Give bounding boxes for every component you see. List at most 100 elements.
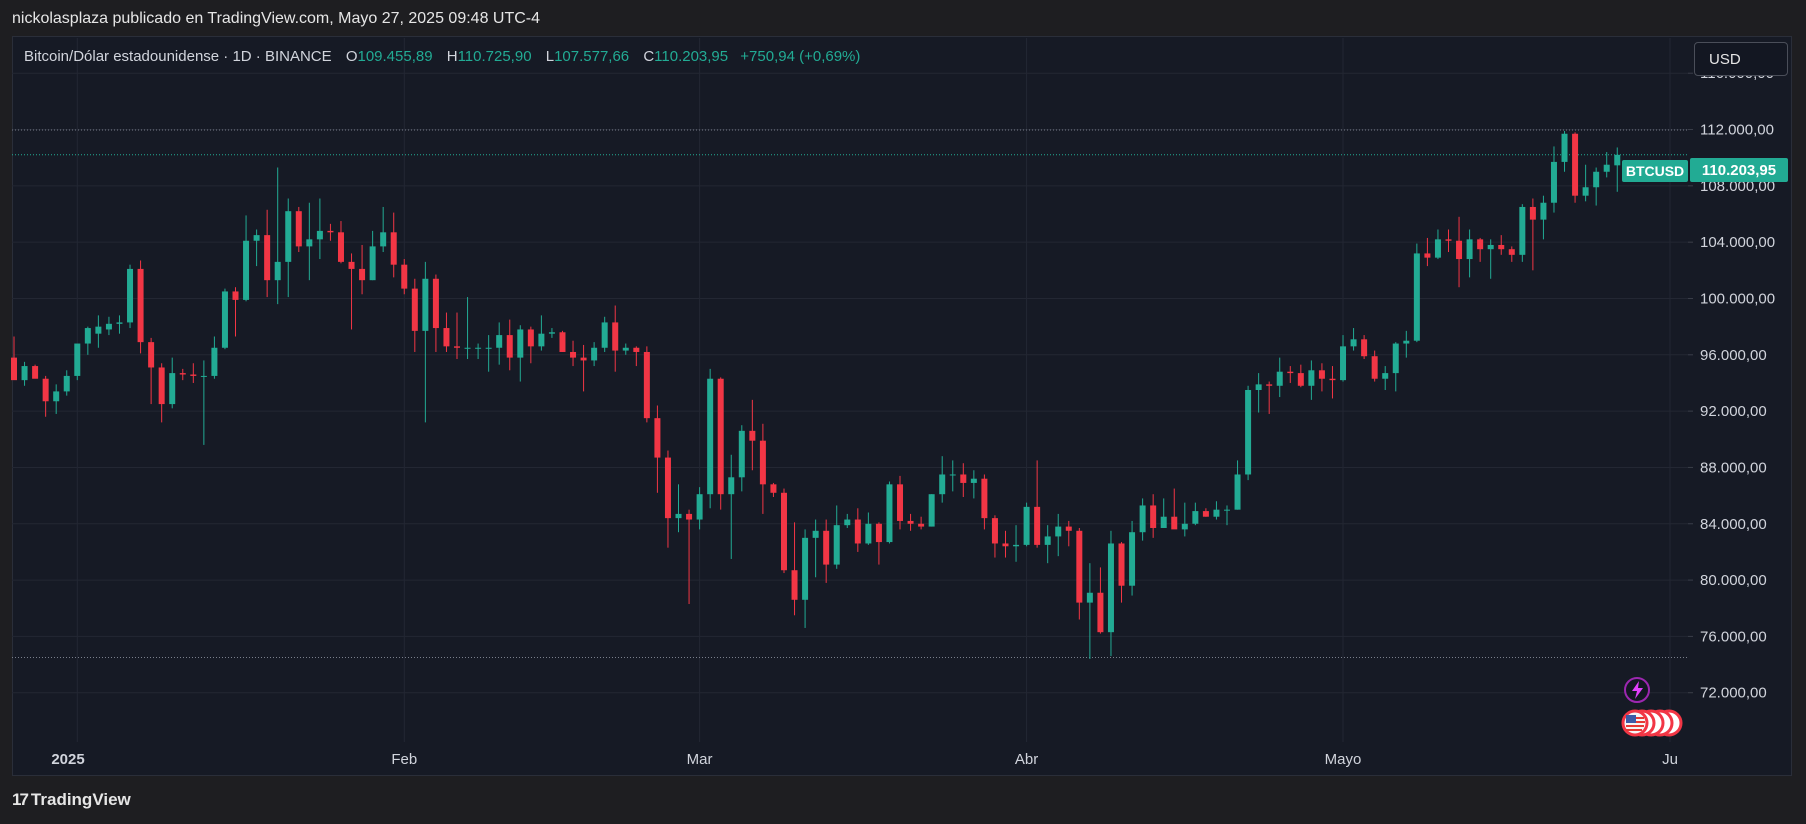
chart-panel[interactable]: [12, 36, 1792, 776]
candle[interactable]: [1097, 567, 1104, 634]
tradingview-footer[interactable]: 17 TradingView: [12, 790, 131, 810]
candle[interactable]: [1603, 152, 1610, 178]
candle[interactable]: [1150, 494, 1157, 538]
candle[interactable]: [981, 474, 988, 530]
candle[interactable]: [823, 519, 830, 583]
candle[interactable]: [422, 261, 429, 423]
candle[interactable]: [1107, 530, 1114, 657]
candle[interactable]: [970, 470, 977, 499]
candle[interactable]: [854, 508, 861, 552]
candle[interactable]: [32, 364, 39, 379]
candle[interactable]: [749, 399, 756, 471]
candle[interactable]: [1498, 235, 1505, 255]
candle[interactable]: [1308, 360, 1315, 400]
candle[interactable]: [380, 206, 387, 253]
candle[interactable]: [570, 340, 577, 367]
candle[interactable]: [1487, 239, 1494, 279]
candle[interactable]: [580, 344, 587, 392]
candle[interactable]: [1213, 501, 1220, 520]
candle[interactable]: [1572, 132, 1579, 203]
candle[interactable]: [1055, 513, 1062, 557]
candle[interactable]: [1519, 204, 1526, 262]
candle[interactable]: [21, 361, 28, 386]
candle[interactable]: [591, 342, 598, 367]
candle[interactable]: [253, 229, 260, 267]
candle[interactable]: [158, 363, 165, 423]
candle[interactable]: [1434, 229, 1441, 260]
candle[interactable]: [1593, 167, 1600, 206]
candle[interactable]: [506, 319, 513, 371]
candle[interactable]: [633, 346, 640, 367]
candle[interactable]: [1424, 237, 1431, 267]
candle[interactable]: [232, 287, 239, 337]
candle[interactable]: [1266, 381, 1273, 414]
candle[interactable]: [886, 481, 893, 544]
candle[interactable]: [949, 460, 956, 492]
candle[interactable]: [432, 274, 439, 352]
candle[interactable]: [1223, 505, 1230, 526]
candle[interactable]: [833, 505, 840, 569]
candle[interactable]: [295, 206, 302, 253]
candle[interactable]: [791, 522, 798, 616]
candle[interactable]: [1234, 460, 1241, 510]
candle[interactable]: [928, 494, 935, 527]
candle[interactable]: [105, 316, 112, 336]
candle[interactable]: [1160, 498, 1167, 528]
candle[interactable]: [179, 368, 186, 381]
candle[interactable]: [1445, 229, 1452, 253]
candle[interactable]: [148, 337, 155, 405]
candle[interactable]: [1276, 357, 1283, 398]
candle[interactable]: [1202, 508, 1209, 517]
candle[interactable]: [127, 264, 134, 329]
candle[interactable]: [622, 343, 629, 355]
candle[interactable]: [865, 512, 872, 545]
candle[interactable]: [1181, 502, 1188, 537]
candle[interactable]: [496, 322, 503, 365]
candle[interactable]: [728, 454, 735, 559]
candle[interactable]: [918, 516, 925, 530]
candle[interactable]: [802, 529, 809, 628]
candle[interactable]: [327, 223, 334, 241]
candle[interactable]: [411, 278, 418, 352]
candle[interactable]: [1371, 350, 1378, 382]
candle[interactable]: [1582, 164, 1589, 202]
candle[interactable]: [1044, 525, 1051, 564]
candle[interactable]: [1456, 216, 1463, 288]
candle[interactable]: [1118, 542, 1125, 603]
candle[interactable]: [717, 377, 724, 510]
candle[interactable]: [875, 522, 882, 565]
candle[interactable]: [1340, 335, 1347, 382]
candle[interactable]: [95, 315, 102, 348]
candle[interactable]: [11, 336, 17, 381]
candle[interactable]: [63, 370, 70, 396]
candle[interactable]: [1466, 229, 1473, 278]
candle[interactable]: [559, 330, 566, 352]
candle[interactable]: [770, 482, 777, 498]
candle[interactable]: [1245, 385, 1252, 481]
candle[interactable]: [1076, 527, 1083, 620]
candle[interactable]: [74, 343, 81, 381]
candle[interactable]: [264, 209, 271, 298]
candle[interactable]: [1329, 366, 1336, 399]
candle[interactable]: [897, 475, 904, 530]
candle[interactable]: [1139, 498, 1146, 541]
lightning-icon[interactable]: [1624, 677, 1650, 703]
candle[interactable]: [221, 288, 228, 350]
candle[interactable]: [527, 326, 534, 364]
candle[interactable]: [1477, 237, 1484, 262]
candle[interactable]: [696, 487, 703, 530]
candle[interactable]: [390, 212, 397, 278]
candle[interactable]: [1403, 330, 1410, 358]
candle[interactable]: [664, 450, 671, 548]
us-flag-icon[interactable]: [1621, 709, 1683, 737]
candle[interactable]: [812, 519, 819, 578]
candle[interactable]: [190, 363, 197, 383]
candle[interactable]: [211, 336, 218, 379]
candle[interactable]: [200, 360, 207, 445]
candle[interactable]: [939, 456, 946, 503]
candle[interactable]: [654, 405, 661, 493]
candle[interactable]: [960, 463, 967, 498]
candle[interactable]: [359, 244, 366, 295]
candle[interactable]: [53, 384, 60, 414]
